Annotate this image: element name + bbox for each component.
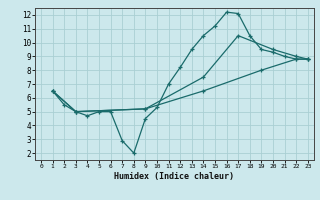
X-axis label: Humidex (Indice chaleur): Humidex (Indice chaleur) [115, 172, 235, 181]
